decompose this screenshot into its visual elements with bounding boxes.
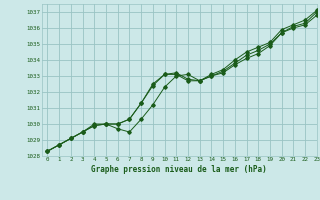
- X-axis label: Graphe pression niveau de la mer (hPa): Graphe pression niveau de la mer (hPa): [91, 165, 267, 174]
